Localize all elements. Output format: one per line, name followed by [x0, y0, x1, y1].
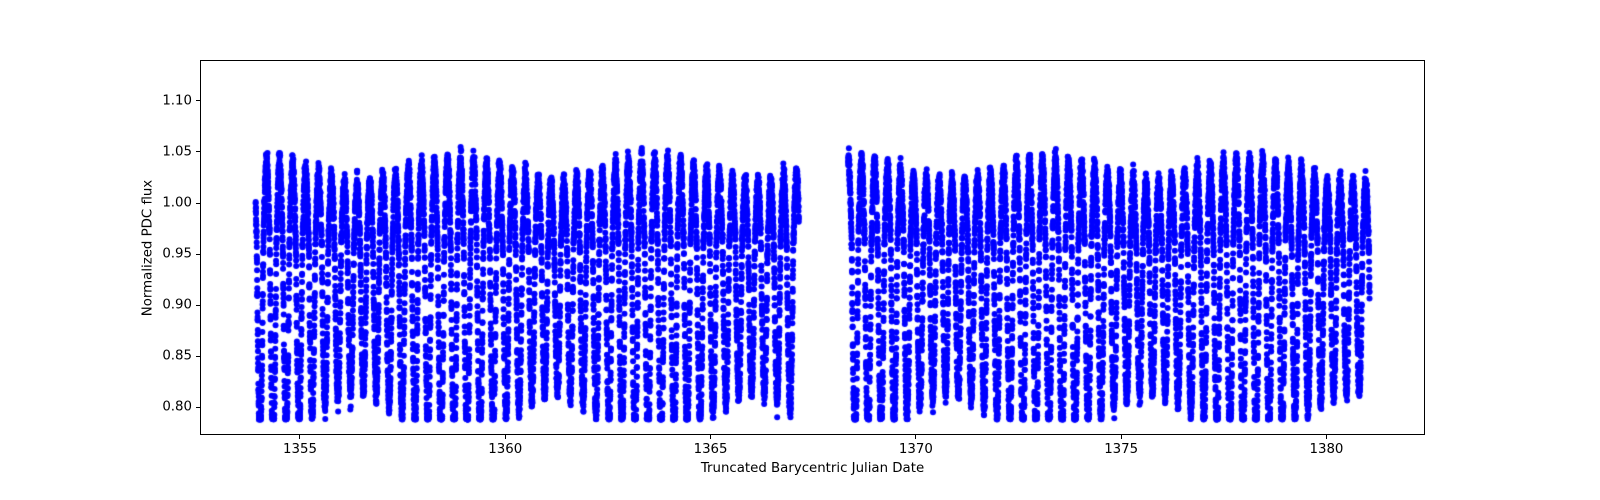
x-tick-label: 1355 [283, 442, 317, 457]
y-axis-label: Normalized PDC flux [141, 179, 156, 315]
chart-axes [200, 60, 1425, 435]
x-tick [299, 435, 300, 439]
y-tick [196, 356, 200, 357]
x-tick [505, 435, 506, 439]
x-tick [710, 435, 711, 439]
y-tick-label: 1.00 [162, 196, 192, 211]
figure: Truncated Barycentric Julian Date Normal… [0, 0, 1600, 500]
y-tick [196, 151, 200, 152]
x-tick [1121, 435, 1122, 439]
x-tick-label: 1370 [899, 442, 933, 457]
x-axis-label: Truncated Barycentric Julian Date [701, 461, 924, 476]
y-tick [196, 203, 200, 204]
y-tick [196, 305, 200, 306]
x-tick [1326, 435, 1327, 439]
y-tick [196, 100, 200, 101]
y-tick-label: 0.85 [162, 349, 192, 364]
y-tick-label: 0.80 [162, 400, 192, 415]
x-tick-label: 1380 [1309, 442, 1343, 457]
x-tick [915, 435, 916, 439]
y-tick-label: 1.05 [162, 144, 192, 159]
scatter-series [200, 60, 1425, 435]
x-tick-label: 1360 [488, 442, 522, 457]
y-tick [196, 407, 200, 408]
x-tick-label: 1365 [694, 442, 728, 457]
y-tick [196, 254, 200, 255]
x-tick-label: 1375 [1104, 442, 1138, 457]
y-tick-label: 0.95 [162, 247, 192, 262]
y-tick-label: 1.10 [162, 93, 192, 108]
y-tick-label: 0.90 [162, 298, 192, 313]
